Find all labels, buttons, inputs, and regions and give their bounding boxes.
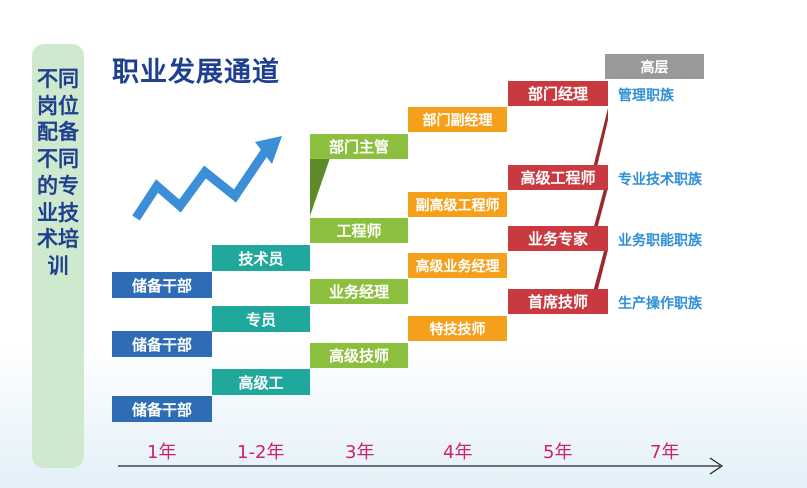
col2-box-1: 技术员: [212, 245, 310, 271]
col3-box-3: 业务经理: [310, 279, 408, 304]
trend-arrow-icon: [132, 136, 282, 221]
track-label-management: 管理职族: [618, 88, 674, 104]
col1-box-2: 储备干部: [112, 331, 212, 357]
year-label-2: 1-2年: [237, 442, 285, 463]
year-label-3: 3年: [345, 442, 375, 463]
connector-wedge-col3: [310, 158, 330, 216]
top-box: 高层: [605, 54, 704, 79]
year-label-5: 5年: [543, 442, 573, 463]
col3-box-1: 部门主管: [310, 134, 408, 159]
col5-box-2: 高级工程师: [508, 165, 608, 190]
year-label-6: 7年: [650, 442, 680, 463]
year-label-1: 1年: [147, 442, 177, 463]
track-label-business: 业务职能职族: [618, 233, 702, 249]
sidebar-label: 不同岗位配备不同的专业技术培训: [37, 67, 79, 278]
col2-box-3: 高级工: [212, 369, 310, 395]
sidebar-panel: 不同岗位配备不同的专业技术培训: [32, 44, 84, 468]
col2-box-2: 专员: [212, 306, 310, 332]
timeline-arrow-icon: [118, 457, 724, 475]
col1-box-1: 储备干部: [112, 272, 212, 298]
col4-box-1: 部门副经理: [408, 107, 507, 132]
col5-box-4: 首席技师: [508, 289, 608, 314]
col4-box-2: 副高级工程师: [408, 192, 507, 217]
track-label-production: 生产操作职族: [618, 296, 702, 312]
page-title: 职业发展通道: [112, 57, 280, 88]
col4-box-3: 高级业务经理: [408, 253, 507, 278]
col1-box-3: 储备干部: [112, 396, 212, 422]
col3-box-4: 高级技师: [310, 343, 408, 368]
col5-box-3: 业务专家: [508, 226, 608, 251]
track-label-technical: 专业技术职族: [618, 172, 702, 188]
year-label-4: 4年: [443, 442, 473, 463]
col4-box-4: 特技技师: [408, 316, 507, 341]
col5-box-1: 部门经理: [508, 81, 608, 106]
col3-box-2: 工程师: [310, 218, 408, 243]
